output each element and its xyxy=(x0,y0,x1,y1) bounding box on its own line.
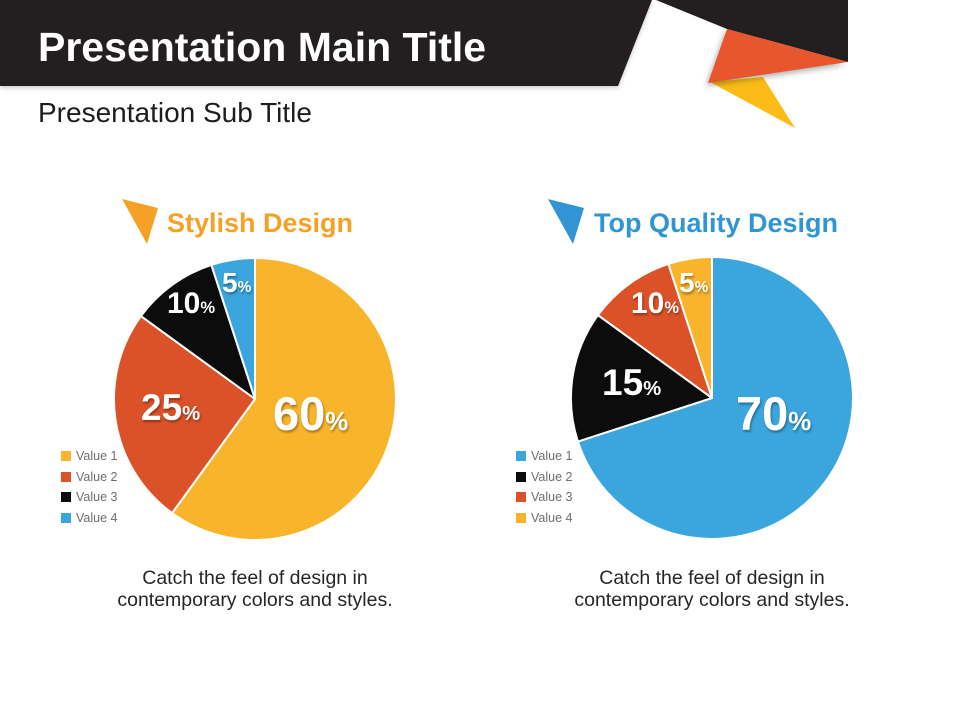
swatch-rect xyxy=(61,513,71,524)
pie2-slice-value3 xyxy=(596,262,713,399)
caption-line: contemporary colors and styles. xyxy=(117,588,393,611)
legend-swatch xyxy=(61,471,71,482)
legend-swatch xyxy=(516,492,526,503)
pie1-slice-value4 xyxy=(210,256,256,400)
legend-swatch xyxy=(516,471,526,482)
pie2-label-15-value: 15 xyxy=(602,362,643,403)
legend-swatch xyxy=(61,513,71,524)
legend-label: Value 4 xyxy=(76,511,118,526)
swatch-rect xyxy=(516,471,526,482)
sub-title: Presentation Sub Title xyxy=(38,97,312,128)
legend-left: Value 1 Value 2 Value 3 Value 4 xyxy=(61,446,117,528)
left-heading-flag-icon xyxy=(122,199,158,244)
pie1-slice-value3 xyxy=(139,263,256,400)
pie2-label-5-value: 5 xyxy=(679,267,695,298)
pie2-label-15: 15% xyxy=(602,362,661,403)
pie1-slice-value1 xyxy=(171,257,397,541)
swatch-rect xyxy=(516,492,526,503)
pie2-label-10: 10% xyxy=(631,287,679,320)
percent-sign: % xyxy=(788,408,811,436)
percent-sign: % xyxy=(325,408,348,436)
percent-sign: % xyxy=(643,378,661,400)
pie2-slice-value1 xyxy=(576,256,854,540)
legend-swatch xyxy=(61,492,71,503)
corner-orange-triangle xyxy=(708,29,848,83)
percent-sign: % xyxy=(695,279,709,296)
pie-charts: 60% 25% 10% 5% 70% 15% 10% 5% xyxy=(112,255,854,541)
legend-item: Value 3 xyxy=(516,487,572,508)
left-flag-triangle xyxy=(122,199,158,244)
pie2-label-5: 5% xyxy=(679,267,709,298)
legend-item: Value 4 xyxy=(61,508,117,529)
pie2-slice-value4 xyxy=(667,255,713,399)
header-banner-shape xyxy=(0,0,652,86)
pie1-label-60-value: 60 xyxy=(273,387,325,440)
legend-swatch xyxy=(61,451,71,462)
pie1-slice-value2 xyxy=(112,315,256,515)
legend-item: Value 4 xyxy=(516,508,572,529)
legend-item: Value 1 xyxy=(516,446,572,467)
legend-label: Value 2 xyxy=(76,469,118,484)
swatch-rect xyxy=(516,451,526,462)
legend-label: Value 3 xyxy=(531,490,573,505)
pie1-label-5-value: 5 xyxy=(222,267,238,298)
percent-sign: % xyxy=(200,299,215,317)
caption-right: Catch the feel of design in contemporary… xyxy=(552,567,872,611)
pie2-slice-value2 xyxy=(570,314,713,443)
pie2-label-10-value: 10 xyxy=(631,287,664,320)
legend-label: Value 3 xyxy=(76,490,118,505)
legend-label: Value 2 xyxy=(531,469,573,484)
pie1-label-5: 5% xyxy=(222,267,252,298)
header-decoration xyxy=(0,0,848,128)
right-heading-flag-icon xyxy=(548,199,584,244)
percent-sign: % xyxy=(182,403,200,425)
percent-sign: % xyxy=(664,299,679,317)
swatch-rect xyxy=(61,451,71,462)
legend-right: Value 1 Value 2 Value 3 Value 4 xyxy=(516,446,572,528)
pie-chart-right xyxy=(570,255,854,540)
legend-item: Value 1 xyxy=(61,446,117,467)
caption-line: Catch the feel of design in xyxy=(142,567,368,589)
legend-item: Value 3 xyxy=(61,487,117,508)
pie1-label-10: 10% xyxy=(167,287,215,320)
legend-label: Value 4 xyxy=(531,511,573,526)
main-title: Presentation Main Title xyxy=(38,24,487,70)
legend-item: Value 2 xyxy=(516,467,572,488)
caption-left: Catch the feel of design in contemporary… xyxy=(95,567,415,611)
pie1-label-25: 25% xyxy=(141,387,200,428)
corner-fold-shape xyxy=(656,0,848,62)
caption-line: Catch the feel of design in xyxy=(599,567,825,589)
legend-swatch xyxy=(516,451,526,462)
swatch-rect xyxy=(516,513,526,524)
pie2-label-70: 70% xyxy=(736,387,811,440)
caption-line: contemporary colors and styles. xyxy=(574,588,850,611)
percent-sign: % xyxy=(238,279,252,296)
legend-label: Value 1 xyxy=(76,449,118,464)
right-section-heading: Top Quality Design xyxy=(594,208,839,238)
pie1-label-60: 60% xyxy=(273,387,348,440)
left-section-heading: Stylish Design xyxy=(167,208,354,238)
corner-yellow-triangle xyxy=(710,77,795,128)
pie1-label-10-value: 10 xyxy=(167,287,200,320)
legend-item: Value 2 xyxy=(61,467,117,488)
swatch-rect xyxy=(61,471,71,482)
swatch-rect xyxy=(61,492,71,503)
pie2-label-70-value: 70 xyxy=(736,387,788,440)
pie-chart-left xyxy=(112,256,397,541)
legend-swatch xyxy=(516,513,526,524)
right-flag-triangle xyxy=(548,199,584,244)
pie1-label-25-value: 25 xyxy=(141,387,182,428)
legend-label: Value 1 xyxy=(531,449,573,464)
